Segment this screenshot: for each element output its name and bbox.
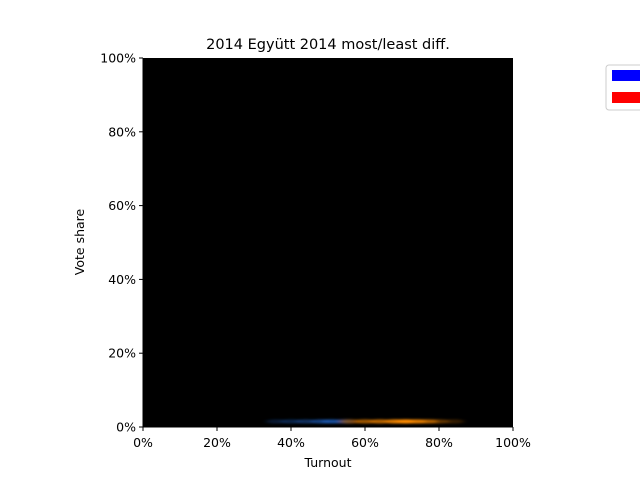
y-tick-label: 20% bbox=[108, 346, 136, 361]
chart-title: 2014 Együtt 2014 most/least diff. bbox=[206, 37, 450, 53]
legend-swatch-blue bbox=[612, 70, 640, 81]
x-tick-label: 80% bbox=[425, 435, 453, 450]
y-tick-label: 80% bbox=[108, 124, 136, 139]
y-tick-label: 60% bbox=[108, 198, 136, 213]
x-tick-label: 60% bbox=[351, 435, 379, 450]
y-tick-label: 0% bbox=[116, 420, 136, 435]
legend-swatch-red bbox=[612, 92, 640, 103]
y-axis: 0% 20% 40% 60% 80% 100% bbox=[100, 51, 143, 435]
x-tick-label: 20% bbox=[203, 435, 231, 450]
plot-area bbox=[143, 58, 513, 427]
y-tick-label: 100% bbox=[100, 51, 136, 66]
x-tick-label: 100% bbox=[495, 435, 531, 450]
y-tick-label: 40% bbox=[108, 272, 136, 287]
heatmap-cell bbox=[444, 419, 464, 423]
x-tick-label: 0% bbox=[133, 435, 153, 450]
x-axis: 0% 20% 40% 60% 80% 100% bbox=[133, 427, 531, 450]
x-tick-label: 40% bbox=[277, 435, 305, 450]
y-axis-label: Vote share bbox=[72, 208, 87, 275]
legend bbox=[606, 65, 640, 110]
heatmap-layer bbox=[266, 419, 464, 423]
x-axis-label: Turnout bbox=[304, 455, 352, 470]
